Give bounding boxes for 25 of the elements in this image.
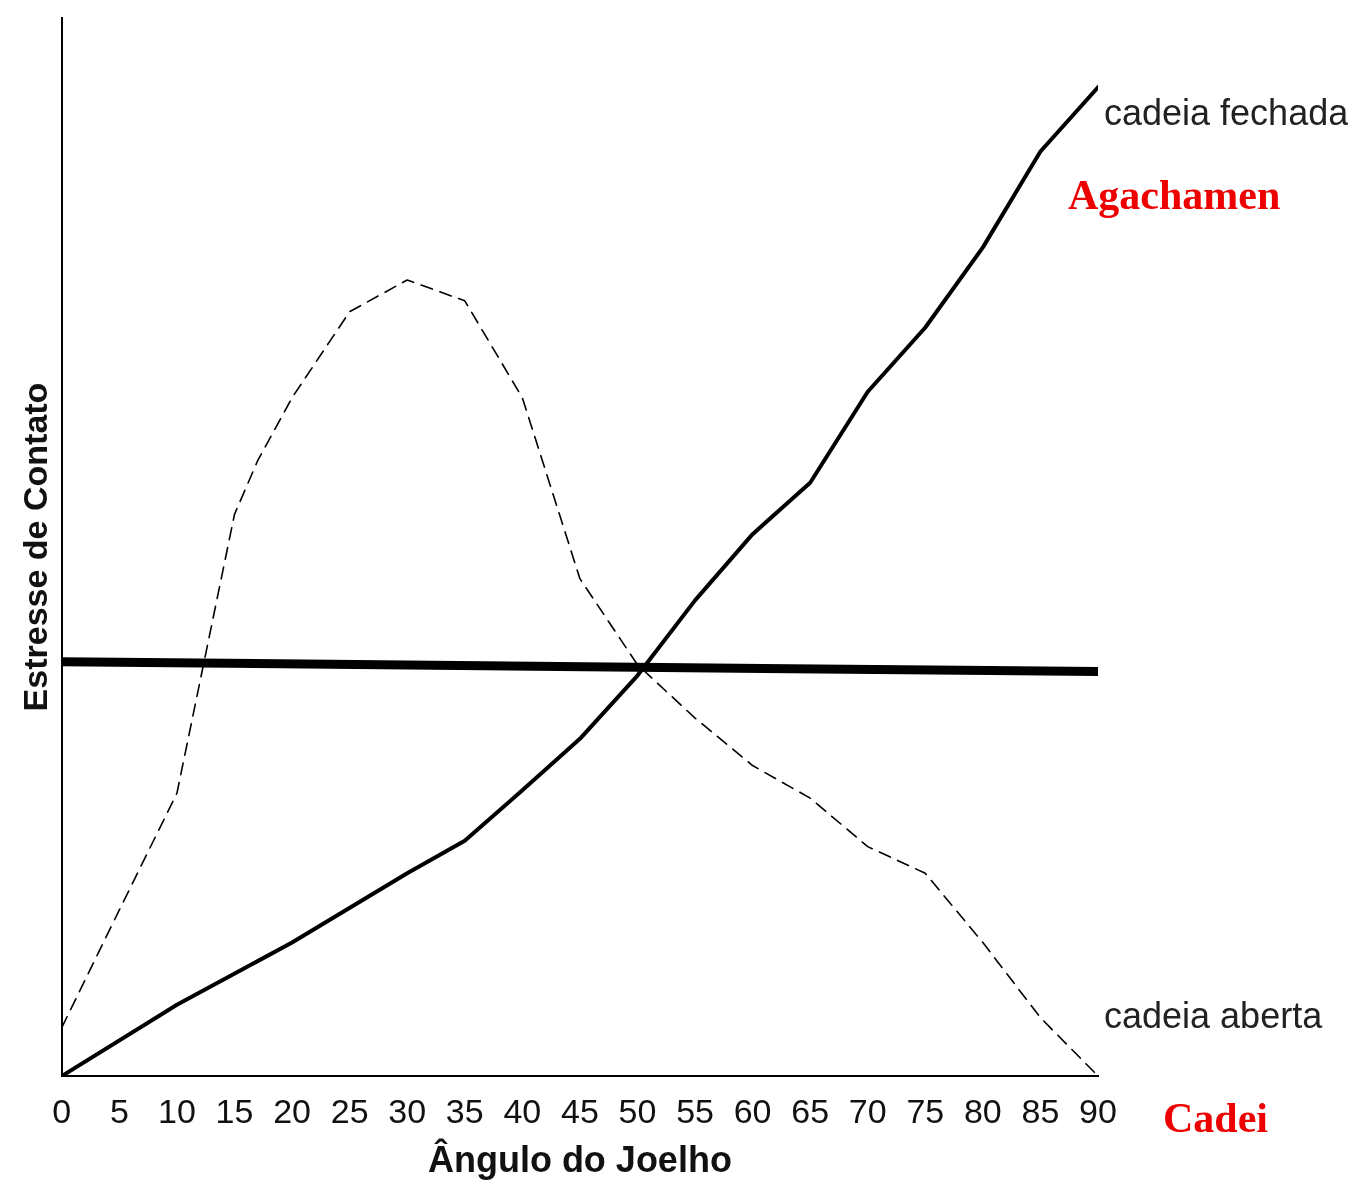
x-tick-label: 15 <box>215 1091 254 1130</box>
x-axis-title: Ângulo do Joelho <box>427 1138 732 1181</box>
annotation: Agachamen <box>1068 171 1281 218</box>
x-tick-label: 55 <box>676 1091 714 1130</box>
x-tick-label: 90 <box>1079 1091 1117 1130</box>
x-tick-label: 85 <box>1021 1091 1060 1130</box>
series-label: cadeia fechada <box>1104 92 1350 134</box>
x-tick-label: 75 <box>906 1091 945 1130</box>
x-tick-label: 25 <box>330 1091 369 1130</box>
x-tick-label: 50 <box>618 1091 657 1130</box>
x-tick-label: 60 <box>733 1091 772 1130</box>
x-tick-label: 0 <box>52 1091 72 1130</box>
x-tick-label: 10 <box>158 1091 196 1130</box>
x-tick-label: 20 <box>273 1091 311 1130</box>
y-axis-title: Estresse de Contato <box>15 382 54 712</box>
x-tick-label: 35 <box>445 1091 484 1130</box>
x-tick-label: 45 <box>560 1091 599 1130</box>
x-tick-label: 80 <box>963 1091 1002 1130</box>
text: Cadei <box>1163 1094 1269 1141</box>
x-tick-label: 5 <box>109 1091 129 1130</box>
x-tick-label: 40 <box>503 1091 542 1130</box>
x-tick-label: 65 <box>791 1091 830 1130</box>
x-tick-label: 30 <box>388 1091 427 1130</box>
x-tick-label: 70 <box>848 1091 887 1130</box>
series-label: cadeia aberta <box>1104 994 1324 1036</box>
